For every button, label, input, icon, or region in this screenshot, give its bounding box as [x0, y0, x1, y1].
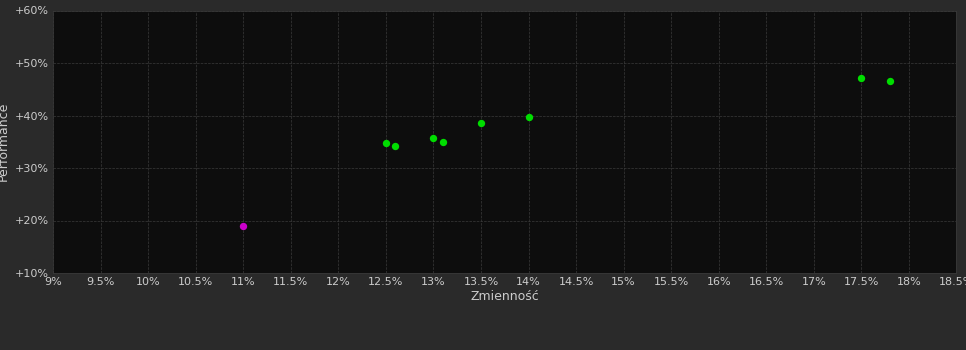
Point: [436, 140, 451, 145]
Point: [378, 140, 393, 146]
Point: [236, 223, 251, 229]
Point: [521, 114, 536, 120]
Point: [426, 135, 441, 141]
Point: [473, 120, 489, 126]
Point: [387, 143, 403, 149]
Y-axis label: Performance: Performance: [0, 102, 10, 181]
Point: [882, 79, 897, 84]
X-axis label: Zmienność: Zmienność: [470, 290, 539, 303]
Point: [854, 75, 869, 80]
